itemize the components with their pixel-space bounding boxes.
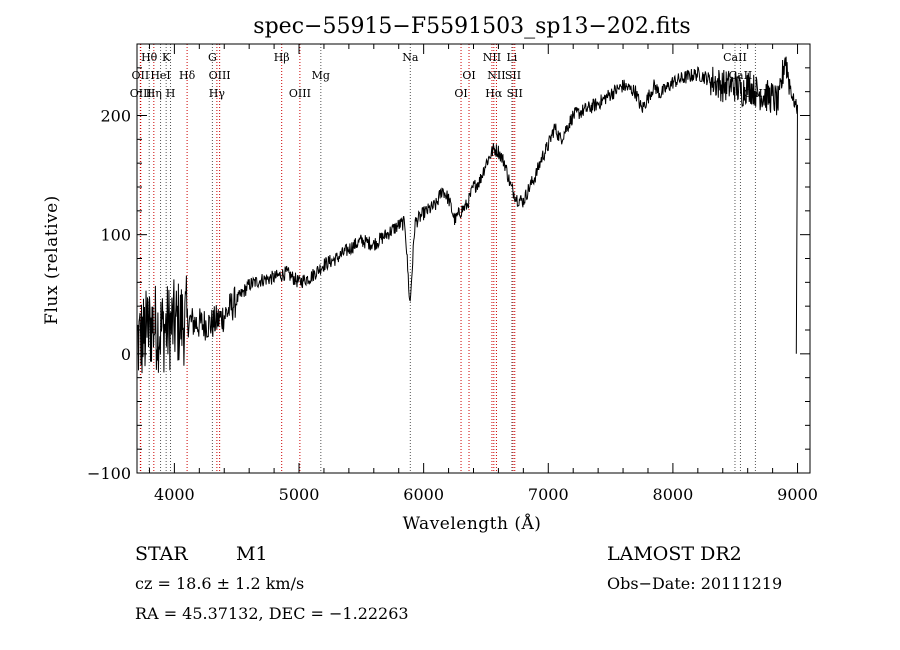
x-tick-label: 5000 bbox=[279, 485, 320, 504]
object-subclass: M1 bbox=[236, 543, 268, 565]
chart-title: spec−55915−F5591503_sp13−202.fits bbox=[253, 14, 690, 39]
line-label: OII bbox=[132, 69, 150, 82]
spectrum-line bbox=[136, 56, 798, 374]
line-label: OI bbox=[454, 87, 467, 100]
coordinates-readout: RA = 45.37132, DEC = −1.22263 bbox=[135, 604, 409, 623]
line-label: Li bbox=[506, 51, 517, 64]
axis-tick-labels: 4000 5000 6000 7000 8000 9000 −100 0 100 200 bbox=[87, 107, 818, 505]
y-tick-label: 0 bbox=[121, 345, 131, 364]
line-label: HeI bbox=[150, 69, 170, 82]
line-label: NII bbox=[483, 51, 501, 64]
axis-ticks bbox=[137, 43, 810, 474]
x-tick-label: 6000 bbox=[403, 485, 444, 504]
line-label: SII bbox=[505, 69, 521, 82]
line-label: Hδ bbox=[179, 69, 196, 82]
line-label: H bbox=[166, 87, 176, 100]
line-label: OIII bbox=[130, 87, 152, 100]
y-tick-label: 100 bbox=[100, 226, 131, 245]
line-label: OI bbox=[462, 69, 475, 82]
y-axis-label: Flux (relative) bbox=[42, 195, 62, 325]
object-class: STAR bbox=[135, 543, 188, 565]
line-label: Hθ bbox=[141, 51, 158, 64]
x-tick-label: 7000 bbox=[528, 485, 569, 504]
line-label: G bbox=[208, 51, 217, 64]
line-label: Hα bbox=[485, 87, 503, 100]
redshift-readout: cz = 18.6 ± 1.2 km/s bbox=[135, 574, 304, 593]
plot-frame bbox=[136, 43, 811, 474]
line-label: NII bbox=[487, 69, 505, 82]
line-label: Hβ bbox=[274, 51, 290, 64]
x-tick-label: 9000 bbox=[777, 485, 818, 504]
line-label: Na bbox=[402, 51, 419, 64]
y-tick-label: 200 bbox=[100, 107, 131, 126]
observation-date: Obs−Date: 20111219 bbox=[607, 574, 782, 593]
y-tick-label: −100 bbox=[87, 464, 131, 483]
x-axis-label: Wavelength (Å) bbox=[403, 513, 542, 534]
line-label: Mg bbox=[312, 69, 330, 82]
line-label: K bbox=[162, 51, 171, 64]
survey-name: LAMOST DR2 bbox=[607, 543, 742, 565]
line-label: OIII bbox=[289, 87, 311, 100]
line-label: OIII bbox=[209, 69, 231, 82]
line-label: Hγ bbox=[209, 87, 226, 100]
line-label: Hη bbox=[146, 87, 162, 100]
x-tick-label: 4000 bbox=[154, 485, 195, 504]
line-label: SII bbox=[507, 87, 523, 100]
x-tick-label: 8000 bbox=[653, 485, 694, 504]
emission-line-markers bbox=[139, 44, 756, 473]
line-label: CaII bbox=[723, 51, 747, 64]
